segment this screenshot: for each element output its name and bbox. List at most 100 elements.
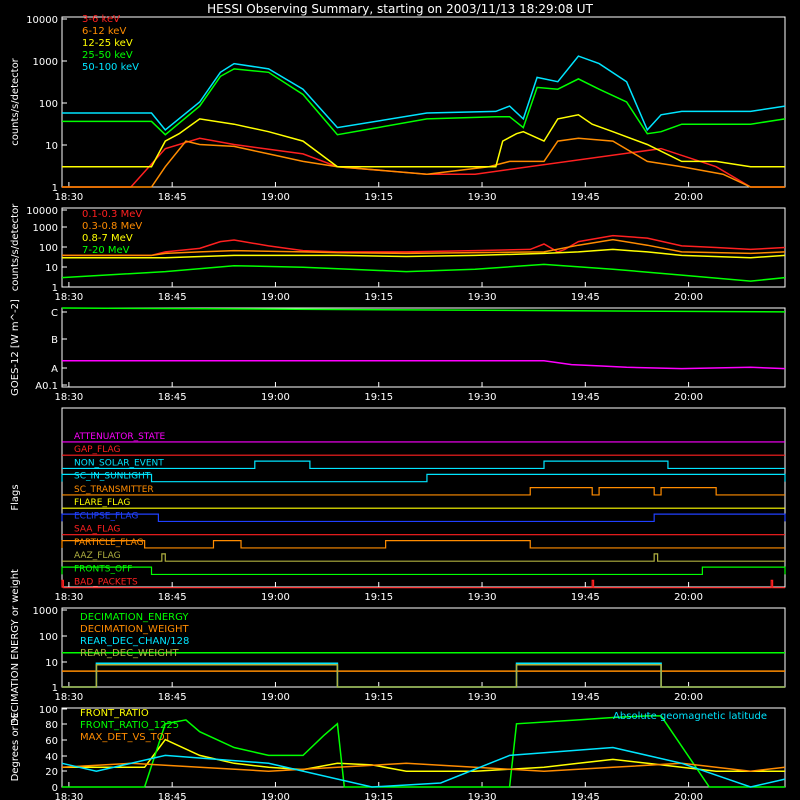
panel-5: 18:30 18:45 19:00 19:15 19:30 19:45 20:00 1 10 10… [10, 569, 786, 726]
flag-line [62, 553, 785, 562]
x-tick-label: 18:30 [54, 192, 83, 203]
x-tick-label: 19:30 [468, 392, 497, 403]
y-axis-label: counts/s/detector [10, 57, 21, 145]
legend-entry: REAR_DEC_WEIGHT [80, 648, 179, 659]
series-line [62, 663, 785, 688]
y-tick-label: 10 [45, 263, 58, 274]
legend-entry: 25-50 keV [82, 50, 133, 61]
x-tick-label: 19:30 [468, 692, 497, 703]
chart-title: HESSI Observing Summary, starting on 200… [207, 2, 593, 16]
x-tick-label: 19:00 [261, 292, 290, 303]
y-tick-label: 10000 [26, 206, 58, 217]
y-tick-label: 1 [52, 283, 58, 294]
x-tick-label: 19:45 [571, 292, 600, 303]
panel-4: 18:30 18:45 19:00 19:15 19:30 19:45 20:00 Flags… [10, 407, 786, 603]
flag-label: SC_TRANSMITTER [74, 485, 154, 495]
y-tick-label: 10 [45, 658, 58, 669]
panel-2: 18:30 18:45 19:00 19:15 19:30 19:45 20:00 1 10 10… [10, 203, 786, 303]
y-tick-label: 80 [45, 720, 58, 731]
x-tick-label: 18:30 [54, 392, 83, 403]
x-tick-label: 18:30 [54, 592, 83, 603]
series-line [61, 263, 786, 282]
y-tick-label: A [51, 364, 58, 375]
x-tick-label: 19:00 [261, 392, 290, 403]
panel-1: 18:30 18:45 19:00 19:15 19:30 19:45 20:00 1 10 10… [10, 14, 786, 203]
x-tick-label: 20:00 [674, 592, 703, 603]
annotation: Absolute geomagnetic latitude [613, 711, 767, 722]
series-line [62, 715, 785, 788]
x-tick-label: 18:45 [158, 392, 187, 403]
x-tick-label: 19:15 [364, 192, 393, 203]
y-tick-label: 10 [45, 141, 58, 152]
y-axis-label: Degrees or % [10, 714, 21, 782]
flag-label: SAA_FLAG [74, 525, 120, 535]
y-axis-label: counts/s/detector [10, 203, 21, 291]
flag-line [61, 540, 785, 549]
x-tick-label: 19:30 [468, 192, 497, 203]
series-line [62, 55, 786, 132]
x-tick-label: 20:00 [674, 792, 703, 800]
series-line [61, 307, 786, 313]
flag-line [62, 460, 785, 470]
x-tick-label: 19:00 [261, 592, 290, 603]
legend-entry: DECIMATION_WEIGHT [80, 624, 189, 635]
y-tick-label: C [51, 308, 58, 319]
x-tick-label: 19:15 [364, 692, 393, 703]
series-line [61, 746, 786, 788]
flag-line [61, 473, 786, 483]
y-tick-label: 40 [45, 752, 58, 763]
x-tick-label: 19:45 [571, 192, 600, 203]
x-tick-label: 20:00 [674, 292, 703, 303]
legend-entry: 50-100 keV [82, 62, 139, 73]
panel-frame [61, 407, 786, 588]
x-tick-label: 19:45 [571, 392, 600, 403]
y-tick-label: 100 [39, 705, 58, 716]
x-tick-label: 20:00 [674, 692, 703, 703]
x-tick-label: 18:30 [54, 292, 83, 303]
x-tick-label: 18:45 [158, 192, 187, 203]
flag-label: ATTENUATOR_STATE [74, 432, 166, 442]
panel-6: 18:30 18:45 19:00 19:15 19:30 19:45 20:00 0 20 40… [10, 705, 786, 800]
legend-entry: FRONT_RATIO [80, 708, 149, 719]
y-tick-label: 10000 [26, 15, 58, 26]
legend-entry: 0.3-0.8 MeV [82, 221, 142, 232]
legend-entry: FRONT_RATIO_1225 [80, 720, 179, 731]
x-tick-label: 19:15 [364, 792, 393, 800]
panel-3: 18:30 18:45 19:00 19:15 19:30 19:45 20:00 A0.1 A… [10, 299, 786, 403]
x-tick-label: 19:15 [364, 592, 393, 603]
y-tick-label: 1 [52, 183, 58, 194]
x-tick-label: 19:30 [468, 592, 497, 603]
flag-label: FLARE_FLAG [74, 498, 130, 508]
legend-entry: 6-12 keV [82, 26, 126, 37]
y-tick-label: 100 [39, 632, 58, 643]
series-line [62, 238, 786, 257]
x-tick-label: 19:30 [468, 292, 497, 303]
flag-label: GAP_FLAG [74, 445, 120, 455]
flag-line [61, 579, 785, 589]
series-line [62, 234, 786, 257]
series-line [62, 114, 785, 168]
flag-label: BAD_PACKETS [74, 578, 138, 588]
legend-entry: MAX_DET_VS_TOT [80, 732, 172, 743]
legend-entry: DECIMATION_ENERGY [80, 612, 189, 623]
flag-label: NON_SOLAR_EVENT [74, 458, 164, 468]
y-tick-label: B [51, 335, 58, 346]
y-tick-label: 1000 [33, 57, 58, 68]
legend-entry: 0.1-0.3 MeV [82, 209, 142, 220]
y-axis-label: DECIMATION ENERGY or weight [10, 569, 21, 726]
flag-label: PARTICLE_FLAG [74, 538, 144, 548]
legend-entry: REAR_DEC_CHAN/128 [80, 636, 189, 647]
flag-label: SC_IN_SUNLIGHT [74, 472, 151, 482]
y-axis-label: GOES-12 [W m^-2] [10, 299, 21, 396]
flag-line [61, 566, 786, 576]
x-tick-label: 18:45 [158, 692, 187, 703]
x-tick-label: 20:00 [674, 192, 703, 203]
flag-line [61, 513, 786, 523]
flag-label: FRONTS_OFF [74, 564, 132, 574]
panel-frame [61, 307, 786, 388]
x-tick-label: 19:30 [468, 792, 497, 800]
y-tick-label: 0 [52, 783, 58, 794]
x-tick-label: 18:30 [54, 792, 83, 800]
